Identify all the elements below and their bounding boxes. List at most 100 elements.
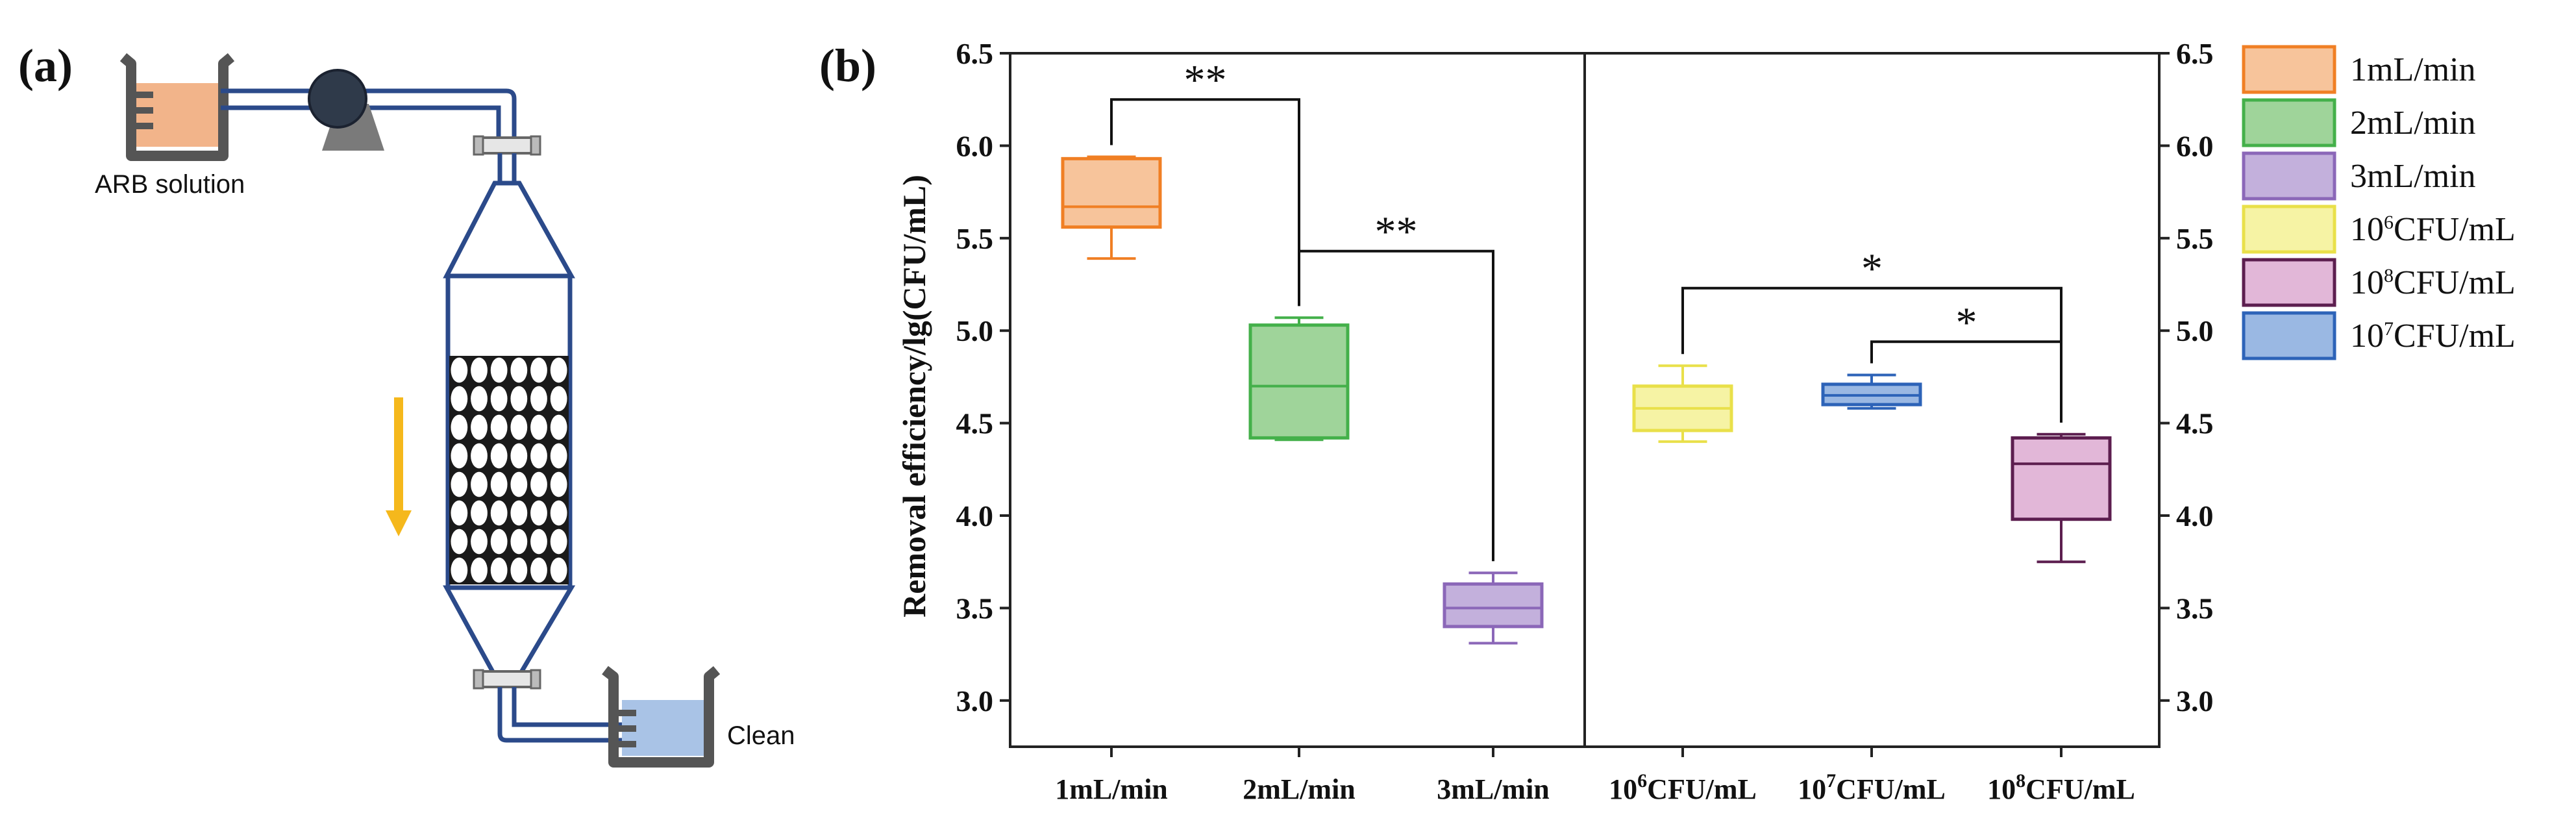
bead	[471, 357, 488, 383]
top-valve	[473, 135, 541, 156]
bracket-line	[1870, 340, 2062, 423]
legend-label: 3mL/min	[2350, 158, 2476, 195]
bead	[490, 500, 508, 526]
bead	[471, 386, 488, 412]
box-3	[1443, 571, 1544, 645]
y-tick-label: 3.0	[2176, 684, 2214, 718]
bead	[530, 386, 547, 412]
bead	[451, 386, 468, 412]
significance-bracket: **	[1298, 208, 1494, 562]
y-tick-label: 3.5	[956, 592, 994, 625]
panel-a-label: (a)	[18, 40, 73, 92]
legend-swatch	[2242, 45, 2336, 94]
box-4	[1632, 364, 1733, 443]
bead	[471, 557, 488, 583]
y-tick-label: 4.0	[956, 499, 994, 532]
apparatus-diagram: (a) ARB solution	[18, 40, 795, 768]
bead	[530, 471, 547, 497]
bead	[510, 557, 528, 583]
x-category-label: 1mL/min	[1055, 773, 1168, 805]
bracket-line	[1110, 98, 1300, 306]
legend-swatch	[2242, 258, 2336, 307]
bead	[530, 557, 547, 583]
y-tick-label: 6.5	[956, 37, 994, 70]
bead	[471, 443, 488, 469]
bead	[490, 357, 508, 383]
x-category-label: 108CFU/mL	[1987, 770, 2135, 805]
bead	[550, 414, 567, 440]
source-beaker-wall	[119, 53, 235, 161]
x-category-label: 3mL/min	[1437, 773, 1550, 805]
y-tick-label: 3.0	[956, 684, 994, 718]
y-axis-title: Removal efficiency/lg(CFU/mL)	[896, 175, 932, 618]
legend-item: 2mL/min	[2242, 98, 2476, 147]
box-iqr	[1443, 582, 1544, 629]
box-1	[1061, 155, 1162, 260]
packed-bed	[449, 356, 569, 584]
bead	[471, 471, 488, 497]
y-tick-label: 4.5	[956, 407, 994, 440]
box-plot: 3.0 3.5 4.0 4.5 5.0 5.5 6.0 6.5 3.0 3.5 4.0 4.5 5.0…	[896, 37, 2214, 805]
y-tick-label: 5.5	[956, 222, 994, 255]
significance-label: **	[1375, 208, 1418, 256]
significance-label: **	[1184, 56, 1227, 104]
filter-column	[443, 153, 576, 705]
significance-bracket: **	[1110, 56, 1300, 306]
outlet-label: Clean	[727, 721, 795, 750]
bottom-valve	[473, 669, 541, 690]
y-tick-label: 4.0	[2176, 499, 2214, 532]
y-tick-label: 5.5	[2176, 222, 2214, 255]
legend-swatch	[2242, 98, 2336, 147]
bead	[510, 386, 528, 412]
significance-brackets: ******	[1110, 56, 2062, 562]
y-tick-label: 6.0	[2176, 129, 2214, 162]
significance-label: *	[1956, 299, 1977, 346]
y-axis-left: 3.0 3.5 4.0 4.5 5.0 5.5 6.0 6.5	[956, 37, 1010, 718]
box-iqr	[1061, 156, 1162, 229]
bead	[510, 529, 528, 555]
bead	[471, 500, 488, 526]
legend-label: 107CFU/mL	[2350, 318, 2516, 355]
x-axis-categories: 1mL/min 2mL/min 3mL/min 106CFU/mL 107CFU/mL 1…	[1055, 747, 2135, 805]
significance-label: *	[1861, 245, 1883, 293]
bead	[471, 414, 488, 440]
bead	[530, 414, 547, 440]
x-category-label: 107CFU/mL	[1798, 770, 1946, 805]
bead	[530, 529, 547, 555]
legend-item: 3mL/min	[2242, 151, 2476, 201]
bead	[451, 414, 468, 440]
bead	[451, 443, 468, 469]
y-axis-right: 3.0 3.5 4.0 4.5 5.0 5.5 6.0 6.5	[2159, 37, 2214, 718]
boxes	[1061, 155, 2112, 645]
legend-label: 1mL/min	[2350, 51, 2476, 88]
bracket-line	[1298, 249, 1494, 562]
x-category-label: 2mL/min	[1243, 773, 1356, 805]
bead	[510, 357, 528, 383]
source-label: ARB solution	[95, 170, 245, 199]
bead	[471, 529, 488, 555]
bead	[490, 471, 508, 497]
bead	[550, 357, 567, 383]
y-tick-label: 6.5	[2176, 37, 2214, 70]
legend-label: 108CFU/mL	[2350, 264, 2516, 301]
bead	[490, 414, 508, 440]
panel-b-label: (b)	[819, 40, 876, 92]
box-6	[2011, 432, 2112, 564]
bead	[451, 500, 468, 526]
pump-head	[308, 69, 367, 129]
column-top-cone	[443, 181, 575, 279]
bead	[451, 557, 468, 583]
bead	[550, 529, 567, 555]
legend-item: 1mL/min	[2242, 45, 2476, 94]
bead	[451, 529, 468, 555]
y-tick-label: 5.0	[2176, 314, 2214, 347]
bead	[530, 443, 547, 469]
legend-swatch	[2242, 205, 2336, 254]
bead	[550, 443, 567, 469]
y-tick-label: 6.0	[956, 129, 994, 162]
y-tick-label: 3.5	[2176, 592, 2214, 625]
bead	[510, 471, 528, 497]
legend-swatch	[2242, 151, 2336, 201]
x-category-label: 106CFU/mL	[1609, 770, 1757, 805]
